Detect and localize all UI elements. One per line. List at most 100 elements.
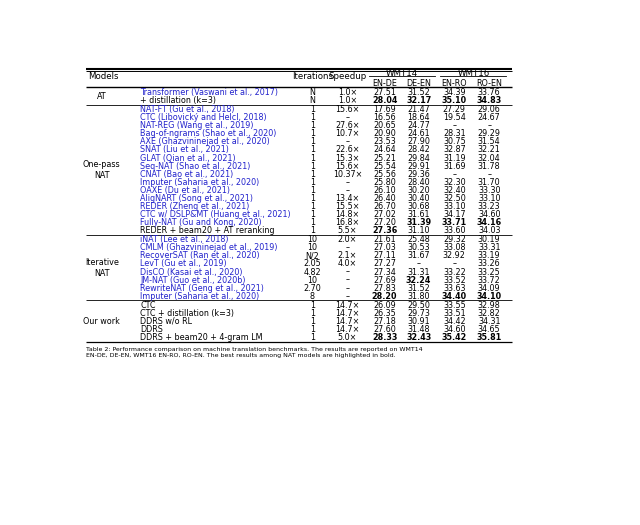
Text: 31.52: 31.52 <box>407 88 430 97</box>
Text: LevT (Gu et al., 2019): LevT (Gu et al., 2019) <box>140 259 227 268</box>
Text: 26.10: 26.10 <box>373 186 396 195</box>
Text: 33.08: 33.08 <box>443 243 465 252</box>
Text: 28.20: 28.20 <box>372 292 397 301</box>
Text: One-pass
NAT: One-pass NAT <box>83 161 120 180</box>
Text: 1: 1 <box>310 178 315 187</box>
Text: –: – <box>346 276 349 285</box>
Text: 30.19: 30.19 <box>478 235 500 244</box>
Text: 31.48: 31.48 <box>408 325 430 334</box>
Text: 32.92: 32.92 <box>443 251 466 260</box>
Text: 15.6×: 15.6× <box>335 162 360 171</box>
Text: OAXE (Du et al., 2021): OAXE (Du et al., 2021) <box>140 186 230 195</box>
Text: AXE (Ghazvininejad et al., 2020): AXE (Ghazvininejad et al., 2020) <box>140 138 270 146</box>
Text: 22.6×: 22.6× <box>335 145 360 154</box>
Text: 14.8×: 14.8× <box>335 210 360 219</box>
Text: 10: 10 <box>307 243 317 252</box>
Text: 2.05: 2.05 <box>303 259 321 268</box>
Text: 29.06: 29.06 <box>478 105 500 114</box>
Text: 31.54: 31.54 <box>478 138 500 146</box>
Text: 32.17: 32.17 <box>406 96 431 105</box>
Text: 2.70: 2.70 <box>303 284 321 292</box>
Text: 2.1×: 2.1× <box>338 251 357 260</box>
Text: –: – <box>346 186 349 195</box>
Text: 34.40: 34.40 <box>442 292 467 301</box>
Text: 10: 10 <box>307 276 317 285</box>
Text: CTC (Libovický and Helcl, 2018): CTC (Libovický and Helcl, 2018) <box>140 113 267 122</box>
Text: 10.7×: 10.7× <box>335 129 360 138</box>
Text: 33.10: 33.10 <box>443 202 465 211</box>
Text: 30.68: 30.68 <box>408 202 430 211</box>
Text: 16.8×: 16.8× <box>335 218 360 227</box>
Text: –: – <box>346 138 349 146</box>
Text: RewriteNAT (Geng et al., 2021): RewriteNAT (Geng et al., 2021) <box>140 284 264 292</box>
Text: 27.18: 27.18 <box>373 317 396 326</box>
Text: Table 2: Performance comparison on machine translation benchmarks. The results a: Table 2: Performance comparison on machi… <box>86 347 423 358</box>
Text: CNAT (Bao et al., 2021): CNAT (Bao et al., 2021) <box>140 170 234 179</box>
Text: 2.0×: 2.0× <box>338 235 357 244</box>
Text: –: – <box>346 268 349 277</box>
Text: 33.23: 33.23 <box>478 202 500 211</box>
Text: SNAT (Liu et al., 2021): SNAT (Liu et al., 2021) <box>140 145 229 154</box>
Text: 34.31: 34.31 <box>478 317 500 326</box>
Text: 1: 1 <box>310 309 315 318</box>
Text: 24.64: 24.64 <box>373 145 396 154</box>
Text: 1: 1 <box>310 301 315 310</box>
Text: N/2: N/2 <box>306 251 319 260</box>
Text: 30.75: 30.75 <box>443 138 466 146</box>
Text: JM-NAT (Guo et al., 2020b): JM-NAT (Guo et al., 2020b) <box>140 276 246 285</box>
Text: 1: 1 <box>310 153 315 163</box>
Text: 15.5×: 15.5× <box>335 202 360 211</box>
Text: 33.31: 33.31 <box>478 243 500 252</box>
Text: Imputer (Saharia et al., 2020): Imputer (Saharia et al., 2020) <box>140 178 260 187</box>
Text: 34.17: 34.17 <box>443 210 466 219</box>
Text: 1: 1 <box>310 129 315 138</box>
Text: 32.30: 32.30 <box>443 178 466 187</box>
Text: N: N <box>310 96 316 105</box>
Text: 1: 1 <box>310 226 315 235</box>
Text: 28.40: 28.40 <box>408 178 430 187</box>
Text: 14.7×: 14.7× <box>335 325 360 334</box>
Text: –: – <box>346 243 349 252</box>
Text: 1: 1 <box>310 145 315 154</box>
Text: 29.84: 29.84 <box>407 153 430 163</box>
Text: 24.67: 24.67 <box>478 113 500 122</box>
Text: + distillation (k=3): + distillation (k=3) <box>140 96 216 105</box>
Text: 33.51: 33.51 <box>443 309 466 318</box>
Text: CMLM (Ghazvininejad et al., 2019): CMLM (Ghazvininejad et al., 2019) <box>140 243 278 252</box>
Text: Transformer (Vaswani et al., 2017): Transformer (Vaswani et al., 2017) <box>140 88 278 97</box>
Text: 32.24: 32.24 <box>406 276 431 285</box>
Text: 10.37×: 10.37× <box>333 170 362 179</box>
Text: –: – <box>346 292 349 301</box>
Text: REDER + beam20 + AT reranking: REDER + beam20 + AT reranking <box>140 226 275 235</box>
Text: iNAT (Lee et al., 2018): iNAT (Lee et al., 2018) <box>140 235 229 244</box>
Text: EN-DE: EN-DE <box>372 79 397 88</box>
Text: 25.48: 25.48 <box>407 235 430 244</box>
Text: 20.90: 20.90 <box>373 129 396 138</box>
Text: AT: AT <box>97 92 106 101</box>
Text: 23.53: 23.53 <box>373 138 396 146</box>
Text: 26.70: 26.70 <box>373 202 396 211</box>
Text: 27.51: 27.51 <box>373 88 396 97</box>
Text: 8: 8 <box>310 292 315 301</box>
Text: 1: 1 <box>310 194 315 203</box>
Text: 15.6×: 15.6× <box>335 105 360 114</box>
Text: 34.03: 34.03 <box>478 226 500 235</box>
Text: 27.69: 27.69 <box>373 276 396 285</box>
Text: 31.31: 31.31 <box>408 268 430 277</box>
Text: 33.72: 33.72 <box>478 276 500 285</box>
Text: 25.56: 25.56 <box>373 170 396 179</box>
Text: 1.0×: 1.0× <box>338 88 357 97</box>
Text: 35.10: 35.10 <box>442 96 467 105</box>
Text: 31.52: 31.52 <box>407 284 430 292</box>
Text: 33.10: 33.10 <box>478 194 500 203</box>
Text: 1: 1 <box>310 186 315 195</box>
Text: 5.5×: 5.5× <box>338 226 357 235</box>
Text: 31.19: 31.19 <box>443 153 466 163</box>
Text: DDRS + beam20 + 4-gram LM: DDRS + beam20 + 4-gram LM <box>140 333 263 342</box>
Text: 27.03: 27.03 <box>373 243 396 252</box>
Text: Our work: Our work <box>83 317 120 326</box>
Text: –: – <box>346 284 349 292</box>
Text: 33.55: 33.55 <box>443 301 466 310</box>
Text: 1: 1 <box>310 113 315 122</box>
Text: 1: 1 <box>310 317 315 326</box>
